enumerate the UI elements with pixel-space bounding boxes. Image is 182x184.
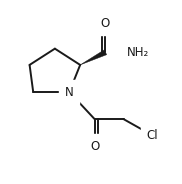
Text: O: O <box>90 140 99 153</box>
Text: N: N <box>65 86 74 98</box>
Text: NH₂: NH₂ <box>127 46 149 59</box>
Polygon shape <box>80 50 107 65</box>
Text: O: O <box>101 17 110 30</box>
Text: Cl: Cl <box>147 129 158 142</box>
